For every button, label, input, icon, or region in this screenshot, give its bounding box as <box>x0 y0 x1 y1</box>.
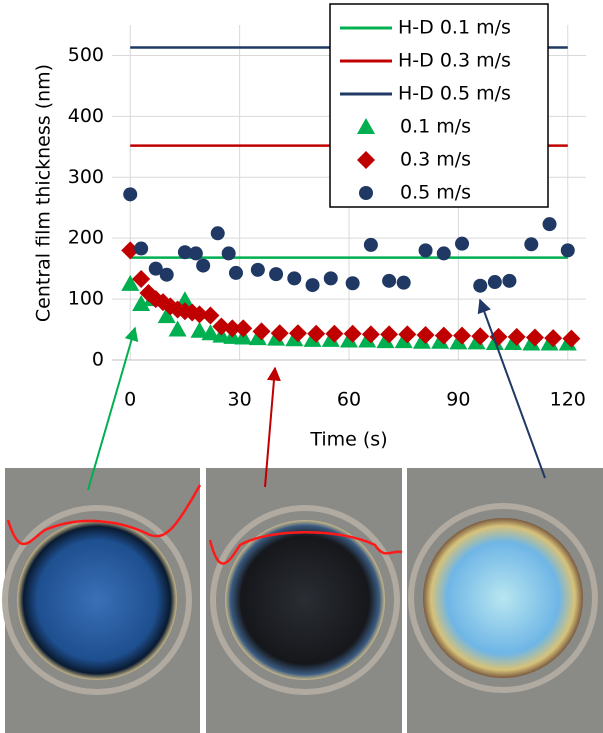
y-tick-label: 300 <box>68 166 104 188</box>
arrow <box>480 300 545 478</box>
marker <box>211 226 225 240</box>
marker <box>543 217 557 231</box>
marker <box>561 243 575 257</box>
legend-label: H-D 0.1 m/s <box>398 17 511 39</box>
marker <box>189 246 203 260</box>
marker <box>201 307 219 325</box>
legend-label: 0.5 m/s <box>400 182 471 204</box>
legend: H-D 0.1 m/s H-D 0.3 m/s H-D 0.5 m/s 0.1 m/s… <box>330 4 548 207</box>
marker <box>287 271 301 285</box>
marker <box>229 266 243 280</box>
contact <box>17 520 177 680</box>
marker <box>524 237 538 251</box>
y-axis-label: Central film thickness (nm) <box>33 64 55 322</box>
marker <box>364 238 378 252</box>
y-tick-label: 100 <box>68 288 104 310</box>
y-tick-label: 0 <box>92 349 104 371</box>
x-tick-label: 120 <box>550 389 586 411</box>
y-tick-label: 200 <box>68 227 104 249</box>
marker <box>160 268 174 282</box>
marker <box>324 271 338 285</box>
marker <box>382 274 396 288</box>
marker <box>359 186 373 200</box>
marker <box>502 274 516 288</box>
marker <box>473 279 487 293</box>
images <box>5 468 603 733</box>
contact <box>423 518 583 678</box>
marker <box>269 267 283 281</box>
marker <box>397 276 411 290</box>
marker <box>251 263 265 277</box>
y-tick-label: 400 <box>68 105 104 127</box>
x-tick-label: 30 <box>228 389 252 411</box>
marker <box>134 242 148 256</box>
marker <box>488 275 502 289</box>
marker <box>306 278 320 292</box>
x-tick-label: 0 <box>124 389 136 411</box>
marker <box>419 243 433 257</box>
x-tick-label: 60 <box>337 389 361 411</box>
marker <box>346 276 360 290</box>
marker <box>222 246 236 260</box>
x-tick-label: 90 <box>446 389 470 411</box>
marker <box>123 187 137 201</box>
marker <box>455 237 469 251</box>
figure: 0 100 200 300 400 500 0 30 60 90 120 Central film … <box>0 0 603 733</box>
legend-label: H-D 0.5 m/s <box>398 83 511 105</box>
x-axis-label: Time (s) <box>309 429 387 451</box>
legend-label: 0.3 m/s <box>400 149 471 171</box>
marker <box>196 259 210 273</box>
y-tick-label: 500 <box>68 44 104 66</box>
contact <box>225 520 385 680</box>
marker <box>234 319 252 337</box>
marker <box>437 246 451 260</box>
legend-label: H-D 0.3 m/s <box>398 50 511 72</box>
legend-label: 0.1 m/s <box>400 116 471 138</box>
